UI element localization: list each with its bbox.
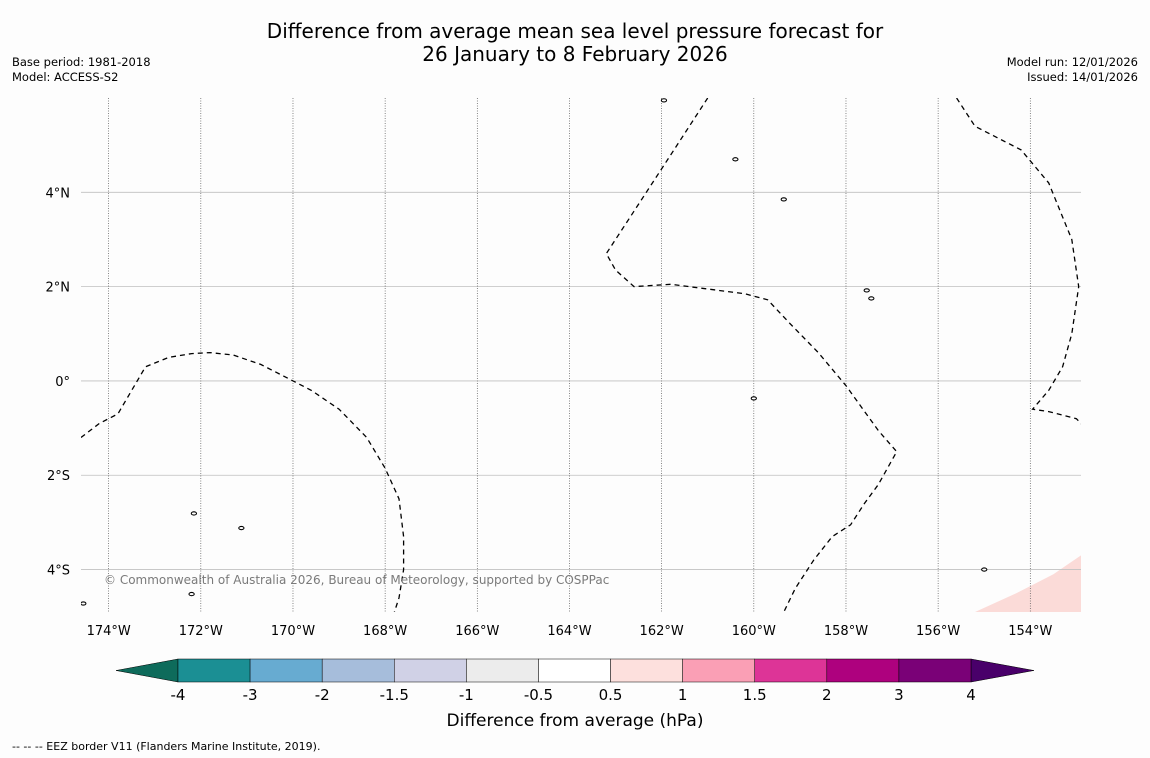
colorbar: -4 -3 -2 -1.5 -1 -0.5 0.5 1 1.5 2 3 4 Difference fro… — [115, 658, 1035, 731]
meta-right: Model run: 12/01/2026 Issued: 14/01/2026 — [1007, 55, 1138, 85]
meta-left: Base period: 1981-2018 Model: ACCESS-S2 — [12, 55, 151, 85]
eez-border-line — [956, 98, 1081, 425]
colorbar-segment — [249, 658, 323, 683]
colorbar-tick-label: 0.5 — [599, 686, 623, 704]
island-outline — [868, 296, 875, 301]
lat-tick-label: 2°S — [47, 469, 70, 484]
colorbar-tick-label: -4 — [171, 686, 186, 704]
lon-tick-label: 174°W — [87, 624, 131, 639]
colorbar-tick-label: -0.5 — [524, 686, 553, 704]
colorbar-segment — [466, 658, 539, 683]
colorbar-extend-low — [115, 658, 179, 683]
lat-tick-label: 2°N — [46, 281, 71, 296]
lon-tick-label: 156°W — [916, 624, 960, 639]
island-outline — [188, 591, 195, 597]
map-panel: 4°N 2°N 0° 2°S 4°S 174°W 172°W 170°W 168°W 166°W 1… — [46, 98, 1081, 639]
chart-title-line1: Difference from average mean sea level p… — [266, 19, 884, 43]
island-outline — [190, 511, 198, 516]
island-outline — [780, 197, 787, 202]
colorbar-tick-label: 1 — [678, 686, 688, 704]
chart-title-line2: 26 January to 8 February 2026 — [422, 42, 728, 66]
colorbar-tick-label: -1.5 — [380, 686, 409, 704]
lon-tick-label: 160°W — [732, 624, 776, 639]
model-run-text: Model run: 12/01/2026 — [1006, 55, 1138, 69]
colorbar-tick-label: -3 — [243, 686, 258, 704]
colorbar-tick-label: 3 — [894, 686, 904, 704]
lat-tick-label: 4°N — [46, 186, 71, 201]
copyright-text: © Commonwealth of Australia 2026, Bureau… — [104, 573, 609, 587]
lat-tick-label: 0° — [55, 375, 70, 390]
colorbar-segment — [898, 658, 972, 683]
eez-border-line — [81, 351, 405, 612]
lon-tick-label: 154°W — [1008, 624, 1052, 639]
eez-footer-note: -- -- -- EEZ border V11 (Flanders Marine… — [12, 740, 321, 753]
island-outline — [732, 157, 739, 162]
base-period-text: Base period: 1981-2018 — [12, 55, 151, 69]
colorbar-segment — [826, 658, 900, 683]
lon-tick-label: 172°W — [179, 624, 223, 639]
colorbar-tick-label: 1.5 — [743, 686, 767, 704]
island-outline — [750, 396, 757, 401]
lat-tick-label: 4°S — [47, 564, 70, 579]
island-outline — [660, 98, 668, 103]
colorbar-segment — [177, 658, 251, 683]
colorbar-label: Difference from average (hPa) — [447, 711, 704, 731]
colorbar-segment — [610, 658, 683, 683]
colorbar-tick-label: 4 — [966, 686, 976, 704]
island-outline — [863, 288, 870, 293]
colorbar-segment — [538, 658, 611, 683]
colorbar-segment — [682, 658, 755, 683]
colorbar-segment — [754, 658, 828, 683]
island-outline — [81, 601, 87, 606]
colorbar-segment — [394, 658, 467, 683]
island-outline — [981, 567, 988, 572]
lon-tick-label: 170°W — [271, 624, 315, 639]
colorbar-tick-label: -2 — [315, 686, 330, 704]
lon-tick-label: 166°W — [455, 624, 499, 639]
model-text: Model: ACCESS-S2 — [12, 70, 119, 84]
positive-anomaly-shading — [975, 555, 1081, 612]
colorbar-tick-label: 2 — [822, 686, 832, 704]
issued-text: Issued: 14/01/2026 — [1027, 70, 1138, 84]
lon-tick-label: 158°W — [824, 624, 868, 639]
colorbar-extend-high — [970, 658, 1035, 683]
lon-tick-label: 164°W — [547, 624, 591, 639]
eez-border-line — [605, 98, 898, 612]
island-outline — [238, 525, 245, 531]
lon-tick-label: 168°W — [363, 624, 407, 639]
colorbar-tick-label: -1 — [459, 686, 474, 704]
lon-tick-label: 162°W — [640, 624, 684, 639]
colorbar-segment — [321, 658, 395, 683]
